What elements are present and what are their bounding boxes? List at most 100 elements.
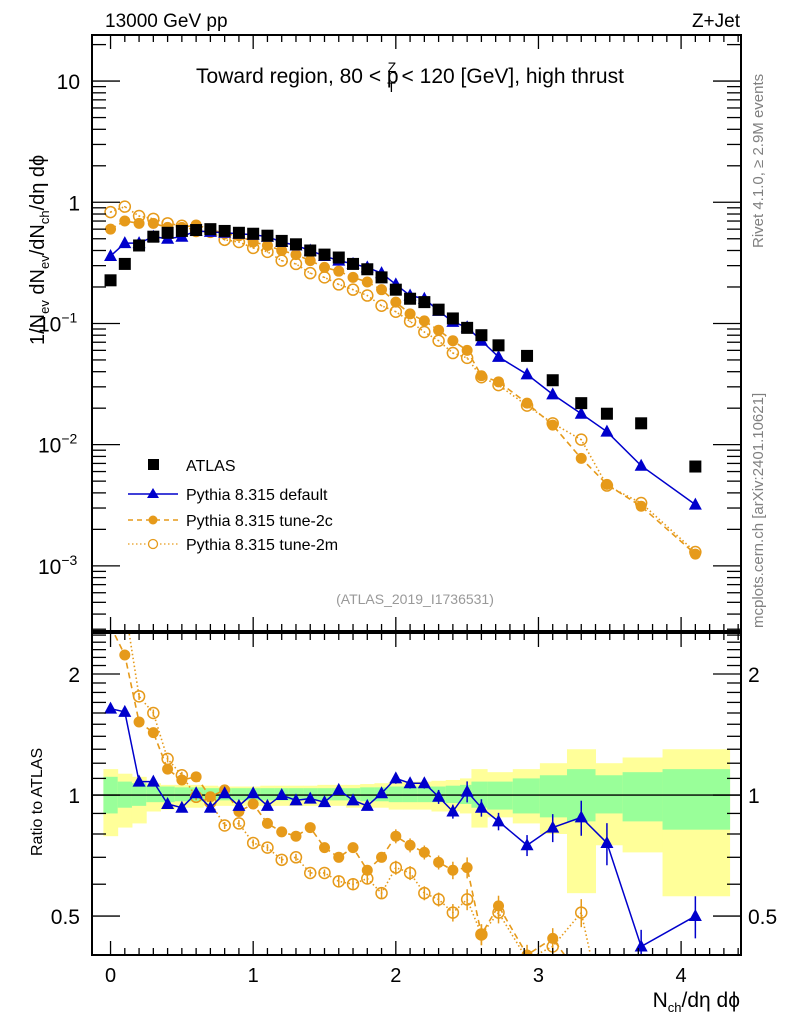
series-line — [110, 707, 696, 948]
series-pythia-8-315-default — [104, 701, 702, 955]
data-point-center — [380, 304, 383, 307]
data-point — [347, 842, 359, 854]
data-point — [346, 793, 360, 806]
data-point-center — [352, 288, 354, 291]
data-point-center — [337, 880, 340, 883]
data-point — [375, 271, 388, 284]
data-point — [104, 205, 117, 219]
data-point — [600, 424, 614, 437]
data-point — [361, 289, 374, 302]
data-point — [546, 374, 559, 387]
band-inner — [388, 786, 404, 803]
data-point — [404, 839, 416, 851]
title-sub: T — [387, 79, 396, 95]
data-point — [418, 846, 430, 858]
data-point — [318, 866, 331, 880]
data-point — [418, 296, 431, 309]
data-point — [104, 701, 118, 714]
data-point-center — [309, 872, 312, 874]
data-point — [461, 344, 473, 356]
x-axis-label: Nch/dη dϕ — [653, 989, 740, 1015]
data-point — [118, 200, 132, 213]
data-point — [147, 217, 159, 229]
rivet-version-label: Rivet 4.1.0, ≥ 2.9M events — [750, 74, 767, 248]
band-inner — [595, 775, 624, 814]
data-point — [475, 329, 488, 342]
data-point — [575, 452, 587, 464]
legend-label-tune2m: Pythia 8.315 tune-2m — [186, 537, 338, 554]
plot-title: Toward region, 80 < pZ T < 120 [GeV], hig… — [196, 59, 624, 95]
data-point-center — [466, 357, 468, 359]
data-point — [389, 861, 403, 874]
data-point-center — [252, 247, 254, 249]
data-point — [432, 303, 445, 316]
data-point — [304, 244, 317, 257]
data-point — [461, 321, 474, 334]
data-point — [304, 822, 316, 834]
ratio-y-tick-label-right: 0.5 — [748, 906, 777, 929]
data-point — [303, 791, 317, 804]
data-point — [261, 239, 273, 251]
series-pythia-8-315-tune-2m — [104, 200, 702, 559]
data-point-center — [238, 241, 240, 243]
legend-marker-open-circle — [147, 538, 159, 550]
legend-label-default: Pythia 8.315 default — [186, 487, 328, 504]
data-point — [576, 973, 587, 984]
data-point — [600, 407, 613, 420]
data-point — [520, 367, 534, 380]
data-point — [447, 335, 459, 347]
series-line — [110, 220, 696, 555]
data-point — [689, 460, 702, 473]
legend-entry-default: Pythia 8.315 default — [128, 487, 328, 504]
data-point — [332, 782, 346, 795]
data-point — [493, 376, 505, 388]
band-inner — [174, 787, 190, 802]
data-point — [433, 856, 445, 868]
data-point — [317, 795, 331, 808]
data-point-center — [423, 331, 426, 333]
data-point — [175, 224, 188, 237]
legend-label-tune2c: Pythia 8.315 tune-2c — [186, 513, 333, 530]
data-point — [635, 500, 647, 512]
data-point — [492, 339, 505, 352]
data-point — [600, 835, 614, 848]
data-point — [105, 223, 117, 235]
data-point — [389, 283, 402, 296]
data-point — [635, 417, 648, 430]
ratio-y-axis-label: Ratio to ATLAS — [29, 748, 46, 856]
data-point — [333, 265, 345, 277]
data-point-center — [152, 712, 155, 714]
band-inner — [231, 788, 247, 801]
data-point — [474, 800, 488, 813]
data-point — [303, 266, 317, 280]
data-point-center — [409, 872, 411, 874]
data-point-center — [437, 339, 440, 342]
data-point — [276, 826, 288, 838]
data-point — [304, 255, 316, 267]
data-point — [390, 296, 402, 308]
data-point-center — [266, 251, 269, 253]
series-line — [110, 230, 696, 506]
band-inner — [622, 772, 664, 822]
data-point-center — [466, 898, 468, 901]
data-point-center — [124, 205, 126, 208]
x-tick-label: 2 — [390, 965, 401, 987]
data-point — [475, 370, 487, 382]
data-point — [119, 600, 130, 611]
data-point — [418, 315, 430, 327]
data-point — [246, 836, 260, 850]
y-tick-label: 10−1 — [38, 309, 78, 336]
legend-entry-atlas: ATLAS — [148, 458, 236, 475]
data-point-center — [580, 911, 583, 914]
data-point-center — [109, 211, 112, 213]
data-point-center — [138, 695, 140, 698]
data-point — [289, 793, 303, 806]
data-point — [460, 784, 474, 797]
series-pythia-8-315-tune-2c — [105, 215, 701, 560]
data-point — [190, 771, 202, 783]
data-point — [218, 786, 232, 799]
data-point-center — [395, 310, 397, 313]
data-point — [546, 387, 560, 400]
data-point — [133, 716, 145, 728]
